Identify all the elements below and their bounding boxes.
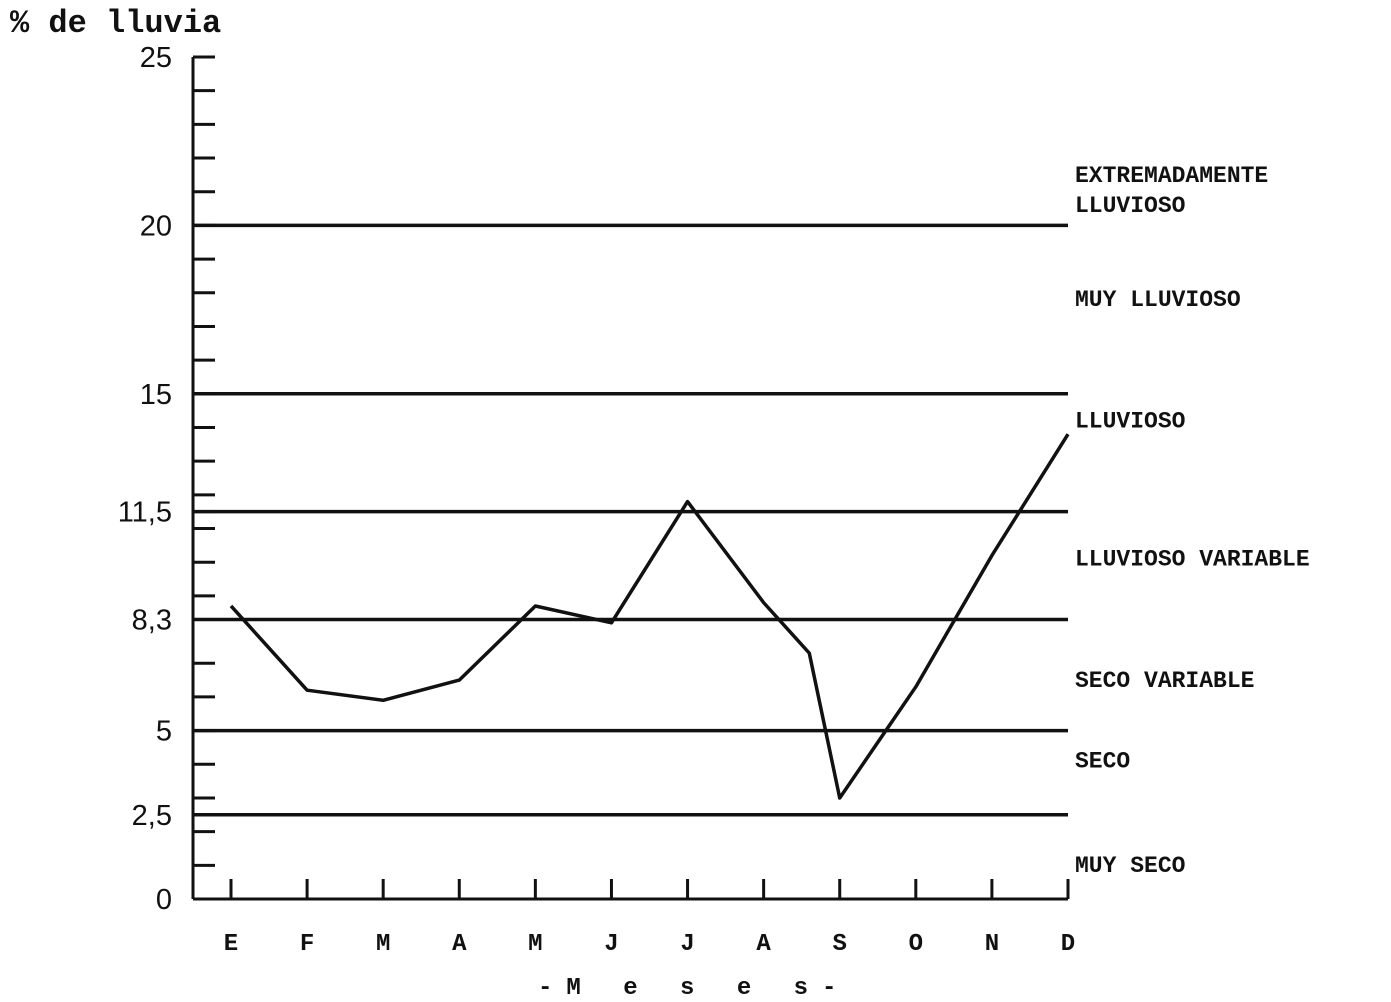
y-tick-label: 5	[156, 716, 172, 748]
y-tick-label: 2,5	[132, 800, 172, 832]
series	[229, 433, 1070, 800]
x-tick-label: D	[1061, 931, 1075, 958]
x-tick-label: A	[452, 931, 467, 958]
y-tick-label: 11,5	[118, 497, 172, 529]
x-tick-label: M	[376, 931, 390, 958]
zone-label: MUY SECO	[1075, 853, 1185, 879]
x-tick-label: E	[224, 931, 238, 958]
y-tick-label: 15	[140, 379, 172, 411]
x-tick-label: O	[909, 931, 923, 958]
zone-labels: EXTREMADAMENTE LLUVIOSO MUY LLUVIOSO LLUVIO…	[1075, 163, 1310, 879]
zone-label: EXTREMADAMENTE	[1075, 163, 1268, 189]
zone-label: MUY LLUVIOSO	[1075, 287, 1241, 313]
zone-label: LLUVIOSO	[1075, 408, 1185, 434]
zone-label: LLUVIOSO	[1075, 193, 1185, 219]
x-tick-label: N	[985, 931, 999, 958]
x-tick-label: F	[300, 931, 314, 958]
x-tick-label: A	[756, 931, 771, 958]
x-tick-label: M	[528, 931, 542, 958]
series-line	[229, 433, 1070, 800]
zone-label: SECO VARIABLE	[1075, 668, 1254, 694]
y-tick-label: 8,3	[132, 604, 172, 636]
zone-label: LLUVIOSO VARIABLE	[1075, 547, 1310, 573]
x-tick-label: J	[604, 931, 618, 958]
x-tick-label: J	[680, 931, 694, 958]
axes	[191, 57, 1068, 901]
x-tick-label: S	[833, 931, 847, 958]
y-tick-label: 25	[140, 42, 172, 74]
y-tick-label: 20	[140, 210, 172, 242]
y-axis-title: % de lluvia	[10, 5, 221, 42]
y-ticks: 0 2,5 5 8,3 11,5 15 20 25	[118, 42, 215, 916]
y-tick-label: 0	[156, 884, 172, 916]
reference-lines	[193, 223, 1068, 817]
x-axis-title: -M e s e s-	[538, 975, 850, 1002]
zone-label: SECO	[1075, 749, 1130, 775]
